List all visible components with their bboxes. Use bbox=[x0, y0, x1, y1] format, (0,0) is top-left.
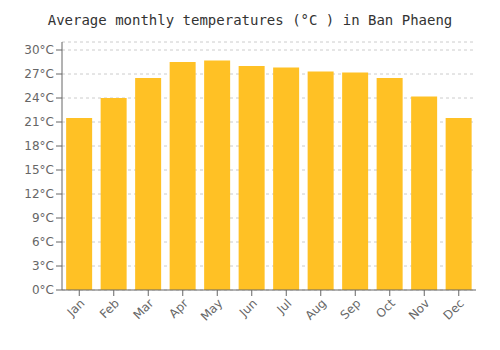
svg-text:24°C: 24°C bbox=[24, 91, 54, 105]
svg-text:Dec: Dec bbox=[441, 296, 467, 322]
html-text:Average monthly temperatures (: Average monthly temperatures (°C ) in Ba… bbox=[47, 12, 453, 28]
svg-text:Mar: Mar bbox=[130, 296, 156, 322]
svg-text:Apr: Apr bbox=[166, 296, 191, 321]
svg-text:30°C: 30°C bbox=[24, 43, 54, 57]
svg-text:15°C: 15°C bbox=[24, 163, 54, 177]
svg-text:Jun: Jun bbox=[236, 296, 260, 320]
svg-text:May: May bbox=[198, 296, 225, 323]
svg-text:18°C: 18°C bbox=[24, 139, 54, 153]
svg-text:Sep: Sep bbox=[337, 296, 363, 322]
svg-text:27°C: 27°C bbox=[24, 67, 54, 81]
svg-text:21°C: 21°C bbox=[24, 115, 54, 129]
svg-text:12°C: 12°C bbox=[24, 187, 54, 201]
svg-text:9°C: 9°C bbox=[32, 211, 54, 225]
svg-text:Aug: Aug bbox=[302, 296, 328, 322]
svg-text:Jan: Jan bbox=[64, 296, 88, 320]
svg-text:Jul: Jul bbox=[274, 296, 295, 317]
svg-text:Oct: Oct bbox=[373, 296, 398, 321]
svg-text:Feb: Feb bbox=[97, 296, 122, 321]
svg-text:3°C: 3°C bbox=[32, 259, 54, 273]
svg-text:6°C: 6°C bbox=[32, 235, 54, 249]
svg-text:Nov: Nov bbox=[406, 296, 432, 322]
svg-text:0°C: 0°C bbox=[32, 283, 54, 297]
